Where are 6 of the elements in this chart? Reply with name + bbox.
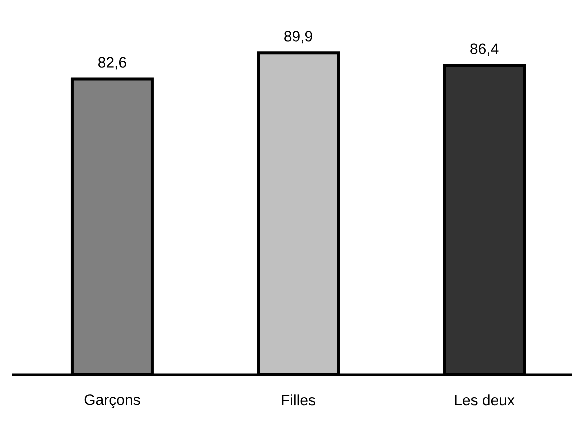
x-tick-label: Filles	[282, 394, 316, 406]
data-label: 82,6	[98, 57, 126, 70]
data-label: 86,4	[470, 44, 499, 56]
x-tick-label: Les deux	[455, 394, 515, 406]
x-tick-label: Garçons	[84, 394, 140, 408]
data-label: 89,9	[284, 31, 312, 44]
